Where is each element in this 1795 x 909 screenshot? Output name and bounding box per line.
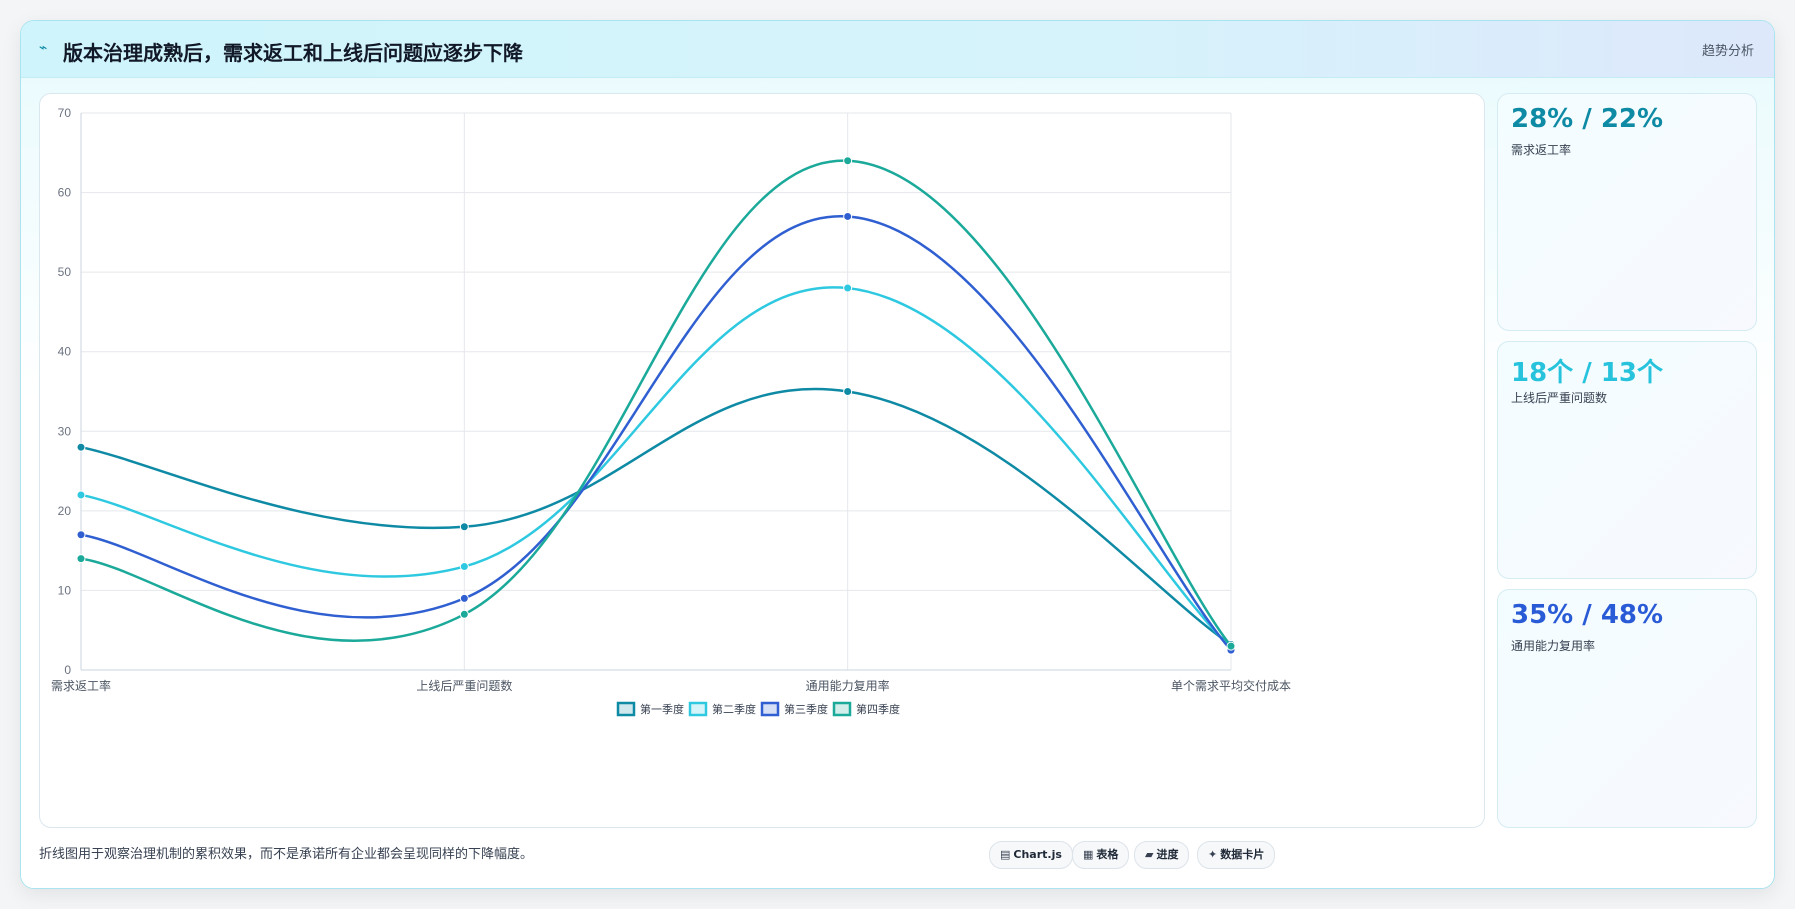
stat-value: 18个 / 13个 <box>1511 358 1663 388</box>
y-tick-label: 70 <box>58 106 72 120</box>
y-tick-label: 30 <box>58 424 72 438</box>
chip-label: 进度 <box>1156 848 1179 861</box>
x-tick-label: 需求返工率 <box>51 678 111 693</box>
chip-progress[interactable]: ▰ 进度 <box>1134 841 1190 869</box>
stat-value: 35% / 48% <box>1511 600 1664 630</box>
chip-chartjs[interactable]: ▤ Chart.js <box>989 841 1073 869</box>
series-line-1 <box>80 387 1232 646</box>
chart-card: ⌁ 版本治理成熟后，需求返工和上线后问题应逐步下降 趋势分析 0 10 20 30 40… <box>20 20 1775 889</box>
y-tick-label: 0 <box>64 663 71 677</box>
trend-analysis-label[interactable]: 趋势分析 <box>1701 44 1754 59</box>
stat-card-issues: 18个 / 13个 上线后严重问题数 <box>1497 341 1757 579</box>
data-point <box>459 522 469 532</box>
data-point <box>843 156 853 166</box>
legend-swatch <box>688 701 708 717</box>
legend-label: 第三季度 <box>784 702 828 716</box>
y-tick-label: 10 <box>58 583 72 597</box>
card-header: ⌁ 版本治理成熟后，需求返工和上线后问题应逐步下降 趋势分析 <box>21 21 1774 78</box>
stat-card-reuse: 35% / 48% 通用能力复用率 <box>1497 589 1757 828</box>
y-tick-label: 60 <box>58 186 72 200</box>
x-tick-label: 通用能力复用率 <box>806 678 890 693</box>
trend-icon: ⌁ <box>39 40 48 56</box>
series-line-4 <box>80 159 1232 647</box>
data-point <box>843 387 853 396</box>
data-point <box>76 530 86 540</box>
legend-swatch <box>616 701 636 717</box>
legend-label: 第一季度 <box>640 702 684 716</box>
chart-icon: ▤ <box>1000 848 1011 861</box>
stat-label: 通用能力复用率 <box>1511 639 1596 653</box>
data-point <box>1226 641 1236 651</box>
data-point <box>76 490 86 500</box>
chip-data-cards[interactable]: ✦ 数据卡片 <box>1197 841 1276 869</box>
data-point <box>76 554 86 564</box>
table-icon: ▦ <box>1083 848 1094 861</box>
chip-label: 表格 <box>1096 848 1119 861</box>
stat-label: 需求返工率 <box>1511 143 1572 157</box>
chip-table[interactable]: ▦ 表格 <box>1072 841 1130 869</box>
legend-label: 第四季度 <box>856 702 900 716</box>
series-line-2 <box>80 286 1232 649</box>
chart-panel: 0 10 20 30 40 50 60 70 需求返工率 上线后严重问题数 通用能力复用率 单个需求平… <box>39 93 1485 828</box>
x-tick-label: 上线后严重问题数 <box>416 678 512 693</box>
line-chart: 0 10 20 30 40 50 60 70 需求返工率 上线后严重问题数 通用能力复用率 单个需求平… <box>51 106 1291 717</box>
stat-value: 28% / 22% <box>1511 104 1664 134</box>
data-point <box>843 283 853 293</box>
stat-card-rework: 28% / 22% 需求返工率 <box>1497 93 1757 331</box>
stat-label: 上线后严重问题数 <box>1511 391 1608 405</box>
chip-label: 数据卡片 <box>1220 848 1265 861</box>
legend-label: 第二季度 <box>712 702 756 716</box>
data-point <box>459 593 469 603</box>
progress-icon: ▰ <box>1145 848 1154 861</box>
y-tick-label: 20 <box>58 504 72 518</box>
data-point <box>459 609 469 619</box>
y-tick-label: 40 <box>58 345 72 359</box>
data-point <box>459 562 469 572</box>
page-title: 版本治理成熟后，需求返工和上线后问题应逐步下降 <box>63 41 523 65</box>
series-line-3 <box>80 215 1232 651</box>
chip-label: Chart.js <box>1013 848 1062 861</box>
sparkle-icon: ✦ <box>1208 848 1218 861</box>
legend-swatch <box>760 701 780 717</box>
data-point <box>843 211 853 221</box>
y-tick-label: 50 <box>58 265 72 279</box>
x-tick-label: 单个需求平均交付成本 <box>1171 678 1291 693</box>
legend-swatch <box>832 701 852 717</box>
footer-note: 折线图用于观察治理机制的累积效果，而不是承诺所有企业都会呈现同样的下降幅度。 <box>39 847 534 862</box>
data-point <box>76 442 86 452</box>
